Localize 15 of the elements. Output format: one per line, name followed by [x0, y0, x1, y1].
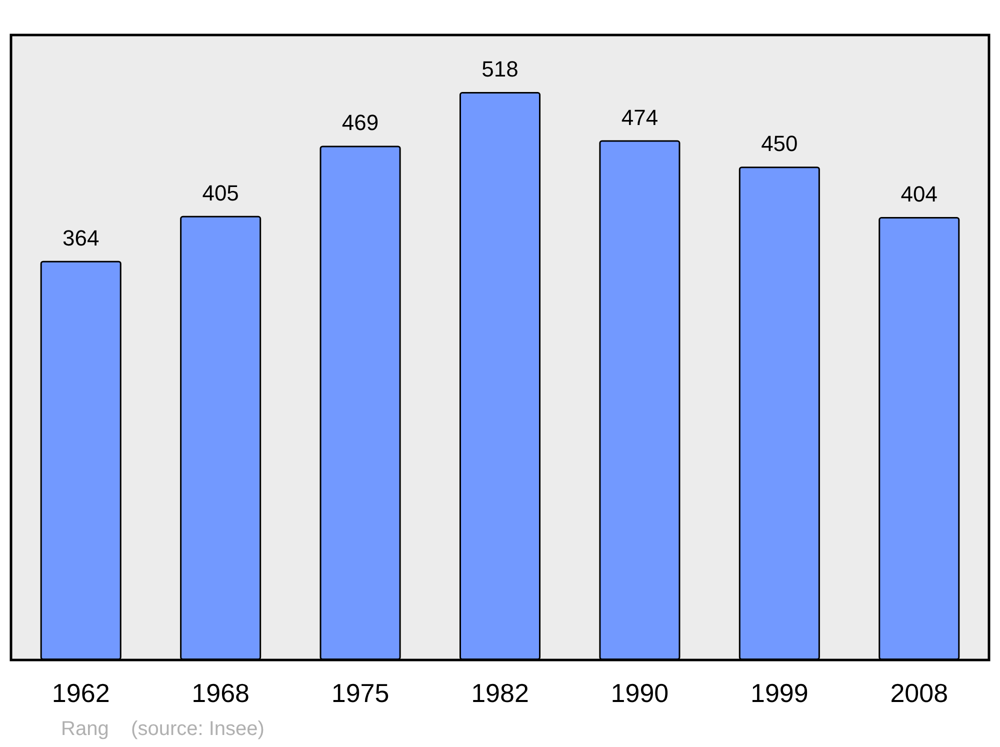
x-tick-label: 2008 — [890, 678, 948, 708]
data-label: 404 — [900, 182, 938, 207]
x-tick-label: 1999 — [750, 678, 808, 708]
x-tick-label: 1962 — [52, 678, 110, 708]
x-tick-label: 1968 — [192, 678, 250, 708]
x-tick-label: 1990 — [610, 678, 669, 708]
data-label: 364 — [62, 225, 100, 250]
data-label: 469 — [342, 110, 379, 136]
x-tick-label: 1982 — [471, 678, 529, 708]
data-label: 405 — [202, 180, 239, 206]
data-label: 518 — [482, 56, 518, 82]
x-tick-label: 1975 — [331, 678, 390, 708]
data-label: 450 — [761, 131, 798, 156]
data-label: 474 — [621, 104, 658, 130]
text: Rang (source: Insee) — [61, 718, 264, 740]
